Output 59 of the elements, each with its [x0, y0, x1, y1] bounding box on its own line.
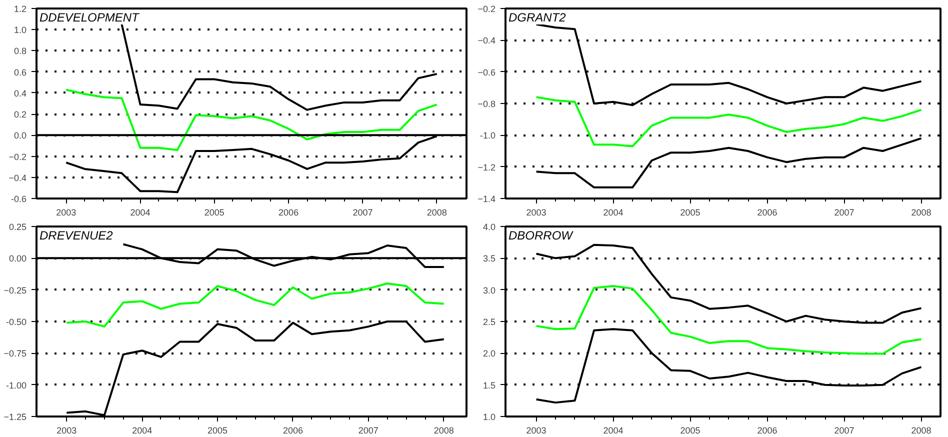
y-tick-label: 4.0 — [482, 222, 496, 232]
y-tick-label: 0.6 — [14, 67, 27, 78]
x-tick-label: 2006 — [757, 208, 778, 218]
y-tick-label: 1.0 — [14, 25, 27, 36]
y-tick-label: 3.5 — [482, 254, 496, 264]
x-tick-label: 2007 — [834, 426, 854, 436]
y-tick-label: -1.00 — [6, 380, 26, 390]
y-tick-label: −0.8 — [478, 99, 496, 109]
y-tick-label: 0.00 — [8, 254, 27, 264]
x-tick-label: 2005 — [680, 208, 700, 218]
y-tick-label: 1.0 — [482, 412, 496, 422]
chart-title: DREVENUE2 — [40, 228, 114, 242]
y-tick-label: 3.0 — [482, 285, 496, 296]
y-tick-label: -0.50 — [6, 317, 26, 327]
y-tick-label: -0.6 — [10, 194, 27, 204]
y-tick-label: 0.25 — [8, 222, 27, 232]
chart-title: DDEVELOPMENT — [40, 10, 141, 24]
x-tick-label: 2007 — [834, 208, 854, 218]
y-tick-label: −0.25 — [4, 285, 27, 296]
x-tick-label: 2004 — [603, 426, 624, 436]
y-tick-label: 0.8 — [14, 46, 27, 56]
x-tick-label: 2006 — [278, 208, 299, 218]
x-tick-label: 2007 — [358, 426, 378, 436]
y-tick-label: 2.0 — [482, 348, 496, 359]
chart-title: DGRANT2 — [508, 10, 566, 24]
x-tick-label: 2004 — [132, 426, 152, 436]
x-tick-label: 2008 — [426, 208, 447, 218]
x-tick-label: 2007 — [352, 208, 373, 218]
x-tick-label: 2003 — [526, 426, 546, 436]
x-tick-label: 2004 — [130, 208, 150, 218]
x-tick-label: 2006 — [282, 426, 304, 436]
x-tick-label: 2003 — [56, 208, 76, 218]
y-tick-label: −0.4 — [8, 172, 27, 183]
y-tick-label: -1.0 — [480, 130, 496, 141]
x-tick-label: 2005 — [680, 426, 700, 436]
x-tick-label: 2004 — [603, 208, 624, 218]
x-tick-label: 2005 — [204, 208, 224, 218]
y-tick-label: 0.0 — [14, 130, 27, 141]
y-tick-label: −0.4 — [478, 36, 496, 46]
x-tick-label: 2008 — [434, 426, 454, 436]
y-tick-label: −0.2 — [478, 4, 496, 14]
x-tick-label: 2005 — [208, 426, 228, 436]
y-tick-label: 0.2 — [14, 110, 27, 120]
y-tick-label: −0.2 — [8, 152, 27, 162]
y-tick-label: −0.6 — [478, 67, 496, 78]
y-tick-label: 2.5 — [482, 317, 496, 327]
y-tick-label: −1.25 — [4, 412, 27, 422]
x-tick-label: 2008 — [911, 426, 932, 436]
y-tick-label: 1.2 — [14, 4, 27, 14]
y-tick-label: −0.75 — [4, 348, 27, 359]
x-tick-label: 2006 — [757, 426, 778, 436]
x-tick-label: 2003 — [56, 426, 77, 436]
chart-title: DBORROW — [508, 228, 574, 242]
x-tick-label: 2003 — [526, 208, 546, 218]
x-tick-label: 2008 — [911, 208, 932, 218]
y-tick-label: 1.5 — [482, 380, 496, 390]
y-tick-label: −1.2 — [478, 162, 496, 172]
y-tick-label: 0.4 — [14, 88, 27, 98]
y-tick-label: −1.4 — [478, 194, 496, 204]
